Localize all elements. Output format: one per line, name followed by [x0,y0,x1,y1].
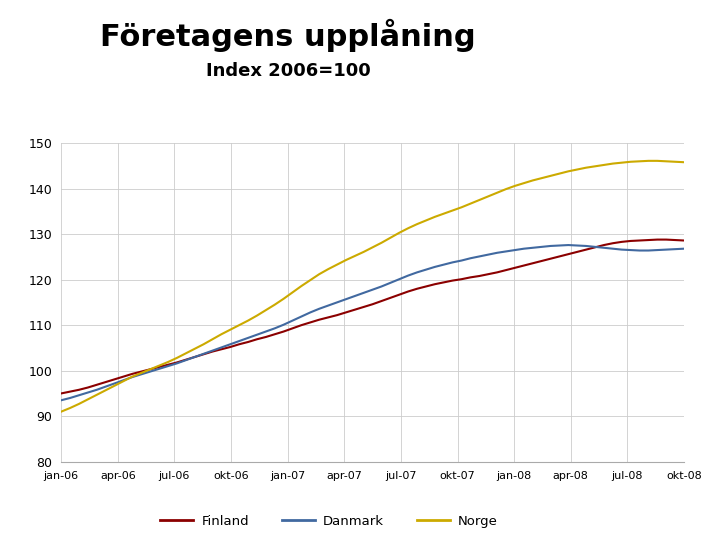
Text: Företagens upplåning: Företagens upplåning [100,19,476,52]
Legend: Finland, Danmark, Norge: Finland, Danmark, Norge [155,510,503,534]
Text: SVERIGES
RIKSBANK: SVERIGES RIKSBANK [639,73,684,94]
Text: Index 2006=100: Index 2006=100 [206,62,370,80]
Text: Källa: Reuters Ecowin: Källa: Reuters Ecowin [602,522,714,532]
Text: Diagram 2.31: Diagram 2.31 [6,522,77,532]
